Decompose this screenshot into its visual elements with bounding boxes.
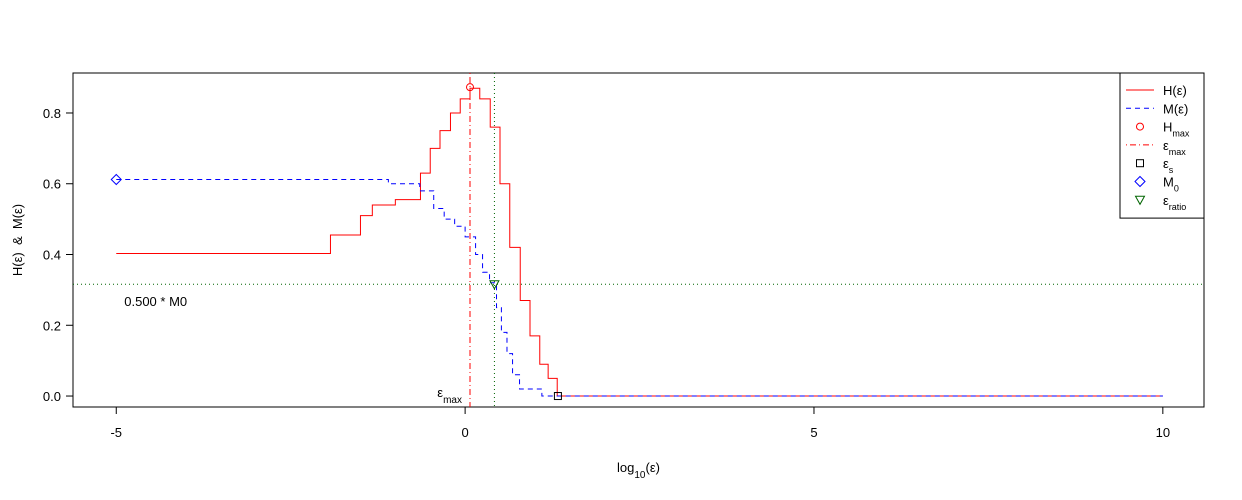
legend-label: εratio: [1163, 193, 1186, 212]
y-axis-label: H(ε) & M(ε): [10, 204, 25, 276]
y-tick-label: 0.8: [43, 106, 61, 121]
legend-box: [1119, 72, 1205, 219]
y-tick-label: 0.4: [43, 248, 61, 263]
series-line: [116, 178, 1163, 397]
legend-label-main: H: [1163, 120, 1172, 135]
x-axis-label: log10(ε): [617, 460, 660, 481]
vline-label-main: ε: [437, 385, 443, 400]
legend-label: M0: [1163, 175, 1179, 194]
x-label-sub: 10: [634, 470, 646, 481]
marker-square: [1136, 159, 1144, 168]
x-tick-label: -5: [110, 425, 122, 440]
legend-label-sub: max: [1172, 129, 1190, 139]
marker-triangle: [1134, 195, 1146, 206]
legend-label-sub: 0: [1174, 184, 1179, 194]
legend-label-main: M: [1163, 175, 1174, 190]
legend-label: εmax: [1163, 138, 1186, 157]
marker-square: [553, 392, 562, 401]
y-tick-label: 0.6: [43, 177, 61, 192]
marker-circle: [1136, 122, 1144, 131]
legend-label-sub: ratio: [1169, 202, 1187, 212]
vline-label-sub: max: [443, 395, 462, 406]
vline-label: εmax: [437, 385, 462, 406]
x-label-after: (ε): [646, 460, 660, 475]
legend-label: M(ε): [1163, 101, 1188, 116]
legend-label: Hmax: [1163, 120, 1190, 139]
x-tick-label: 0: [462, 425, 469, 440]
legend-label-main: ε: [1163, 138, 1169, 153]
marker-diamond: [1134, 175, 1146, 188]
legend-label-main: ε: [1163, 193, 1169, 208]
marker-diamond: [110, 173, 122, 186]
marker-triangle: [489, 280, 500, 290]
y-tick-label: 0.0: [43, 389, 61, 404]
y-tick-label: 0.2: [43, 318, 61, 333]
legend-label: H(ε): [1163, 83, 1187, 98]
legend-label-sub: s: [1169, 165, 1174, 175]
hline-label: 0.500 * M0: [124, 294, 187, 309]
legend-label-main: ε: [1163, 156, 1169, 171]
legend-label: εs: [1163, 156, 1174, 175]
x-label-main: log: [617, 460, 634, 475]
legend-label-sub: max: [1169, 147, 1187, 157]
x-tick-label: 5: [810, 425, 817, 440]
x-tick-label: 10: [1156, 425, 1170, 440]
